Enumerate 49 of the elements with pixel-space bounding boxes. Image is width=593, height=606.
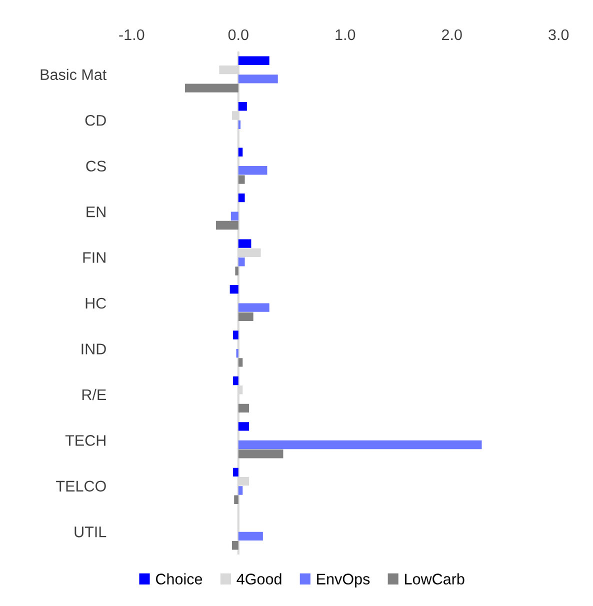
bar: [238, 56, 270, 65]
y-tick-label: IND: [82, 344, 106, 354]
bar: [238, 312, 254, 322]
legend-label: 4Good: [236, 573, 282, 584]
y-tick-label: TECH: [65, 435, 106, 446]
bar: [238, 148, 243, 156]
bar: [238, 404, 250, 413]
bar: [238, 258, 245, 266]
bar: [238, 358, 243, 367]
y-tick-label: R/E: [82, 388, 106, 400]
bar: [232, 541, 238, 550]
bar: [233, 330, 238, 340]
y-tick-label: FIN: [83, 252, 106, 263]
y-tick-label: CS: [86, 160, 106, 172]
bar: [238, 532, 263, 541]
x-tick-label: 2.0: [442, 29, 462, 40]
y-tick-label: EN: [86, 206, 106, 218]
legend-label: LowCarb: [405, 573, 464, 584]
bar: [238, 74, 278, 84]
bar: [185, 84, 238, 92]
y-tick-label: Basic Mat: [40, 68, 107, 80]
bar: [234, 495, 238, 504]
bar: [238, 303, 270, 312]
bar: [230, 284, 238, 294]
y-tick-label: TELCO: [56, 480, 106, 492]
bar: [238, 166, 268, 175]
bar: [216, 220, 238, 230]
x-tick-label: -1.0: [119, 29, 144, 40]
y-tick-label: CD: [85, 114, 106, 126]
bar: [238, 450, 284, 458]
bar: [238, 486, 243, 495]
y-tick-label: HC: [86, 298, 106, 309]
legend-label: EnvOps: [317, 574, 370, 588]
bar: [238, 239, 252, 248]
bar: [235, 266, 238, 276]
bar: [233, 468, 238, 477]
bar: [238, 120, 241, 130]
x-tick-label: 0.0: [228, 29, 248, 40]
x-tick-label: 1.0: [336, 29, 356, 40]
x-tick-label: 3.0: [548, 29, 569, 40]
bar: [238, 440, 482, 450]
bar: [233, 376, 238, 386]
bar: [238, 422, 250, 431]
bar: [238, 175, 245, 184]
y-tick-label: UTIL: [74, 526, 106, 538]
bar: [230, 212, 238, 220]
bar: [238, 102, 247, 111]
bar: [238, 193, 245, 202]
legend-label: Choice: [156, 573, 202, 584]
